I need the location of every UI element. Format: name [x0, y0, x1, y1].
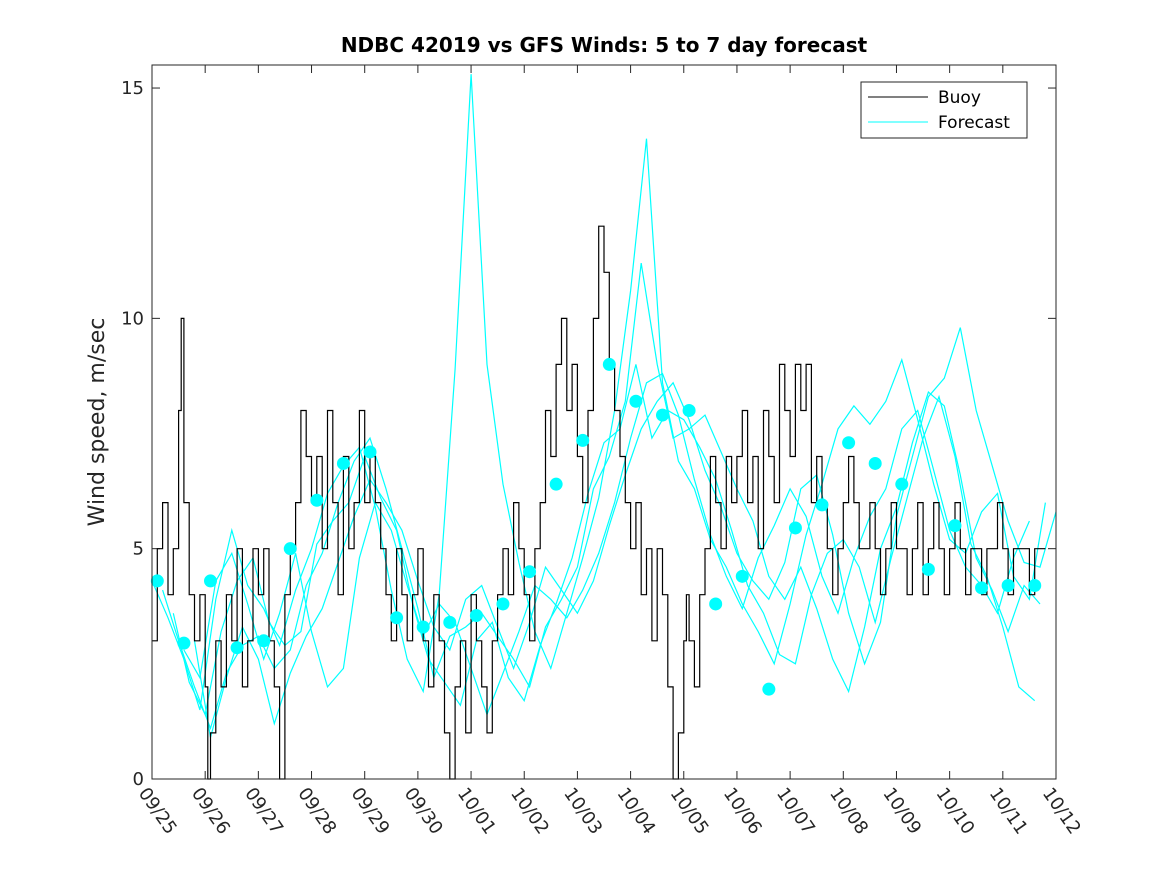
chart-title: NDBC 42019 vs GFS Winds: 5 to 7 day fore… — [341, 33, 868, 57]
forecast-marker — [868, 456, 882, 470]
forecast-marker — [576, 433, 590, 447]
x-tick-label: 10/08 — [825, 784, 872, 839]
forecast-marker — [948, 519, 962, 533]
series-layer — [150, 74, 1057, 780]
forecast-marker — [150, 574, 164, 588]
x-tick-label: 09/28 — [293, 784, 340, 839]
forecast-marker — [762, 682, 776, 696]
forecast-marker — [310, 493, 324, 507]
forecast-marker — [257, 634, 271, 648]
y-axis-label: Wind speed, m/sec — [85, 318, 110, 527]
forecast-marker — [336, 456, 350, 470]
forecast-marker — [177, 636, 191, 650]
forecast-marker — [469, 608, 483, 622]
forecast-marker — [682, 403, 696, 417]
forecast-line — [162, 263, 1041, 731]
forecast-marker — [788, 521, 802, 535]
x-tick-label: 10/04 — [612, 784, 659, 839]
forecast-marker — [655, 408, 669, 422]
forecast-marker — [416, 620, 430, 634]
forecast-marker — [815, 498, 829, 512]
forecast-marker — [523, 565, 537, 579]
y-tick-label: 5 — [133, 539, 144, 560]
forecast-marker — [230, 641, 244, 655]
plot-frame — [151, 64, 1057, 780]
forecast-marker — [709, 597, 723, 611]
forecast-line — [172, 364, 1036, 717]
x-tick-label: 10/10 — [932, 784, 979, 839]
x-tick-label: 10/11 — [985, 784, 1032, 839]
forecast-line — [183, 372, 1030, 717]
forecast-marker — [390, 611, 404, 625]
forecast-marker — [283, 542, 297, 556]
x-tick-label: 09/25 — [134, 784, 181, 839]
forecast-marker — [602, 357, 616, 371]
forecast-line — [151, 74, 1046, 711]
x-tick-label: 09/26 — [187, 784, 234, 839]
x-tick-label: 09/30 — [400, 784, 447, 839]
x-tick-label: 10/03 — [559, 784, 606, 839]
forecast-marker — [363, 445, 377, 459]
legend-box — [860, 81, 1028, 139]
forecast-marker — [203, 574, 217, 588]
x-tick-label: 10/09 — [878, 784, 925, 839]
forecast-marker — [735, 569, 749, 583]
plot-background — [152, 65, 1056, 779]
forecast-marker — [921, 562, 935, 576]
forecast-marker — [842, 436, 856, 450]
forecast-marker — [1028, 579, 1042, 593]
forecast-marker — [975, 581, 989, 595]
x-tick-label: 10/02 — [506, 784, 553, 839]
legend-forecast-label: Forecast — [938, 113, 1010, 133]
y-tick-label: 0 — [133, 769, 144, 790]
buoy-line — [152, 225, 1046, 780]
x-tick-label: 10/12 — [1038, 784, 1085, 839]
legend: Buoy Forecast — [860, 81, 1028, 139]
x-tick-label: 10/01 — [453, 784, 500, 839]
forecast-marker — [443, 615, 457, 629]
forecast-marker — [629, 394, 643, 408]
x-tick-label: 09/27 — [240, 784, 287, 839]
y-tick-label: 10 — [121, 308, 144, 329]
x-tick-label: 10/05 — [666, 784, 713, 839]
y-tick-label: 15 — [121, 78, 144, 99]
x-tick-label: 10/06 — [719, 784, 766, 839]
forecast-marker — [1001, 579, 1015, 593]
forecast-marker — [549, 477, 563, 491]
x-tick-label: 09/29 — [347, 784, 394, 839]
forecast-marker — [496, 597, 510, 611]
legend-buoy-label: Buoy — [938, 88, 981, 108]
forecast-marker — [895, 477, 909, 491]
x-tick-label: 10/07 — [772, 784, 819, 839]
